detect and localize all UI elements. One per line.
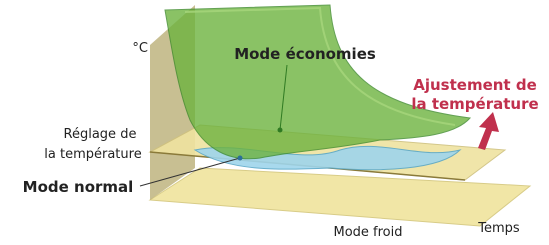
normal-label: Mode normal: [23, 178, 134, 196]
floor-plane: [150, 168, 530, 226]
unit-label: °C: [132, 41, 148, 56]
eco-dot: [278, 128, 283, 133]
adjust-label: la température: [411, 95, 538, 113]
setting-label: la température: [44, 147, 141, 162]
adjust-label: Ajustement de: [413, 76, 537, 94]
time-label: Temps: [477, 221, 520, 236]
cold-label: Mode froid: [333, 225, 402, 240]
diagram: °C Mode économies Ajustement de la tempé…: [0, 0, 549, 241]
setting-label: Réglage de: [64, 127, 137, 142]
eco-label: Mode économies: [234, 45, 376, 63]
adjust-arrow: [478, 112, 499, 150]
normal-dot: [238, 156, 243, 161]
